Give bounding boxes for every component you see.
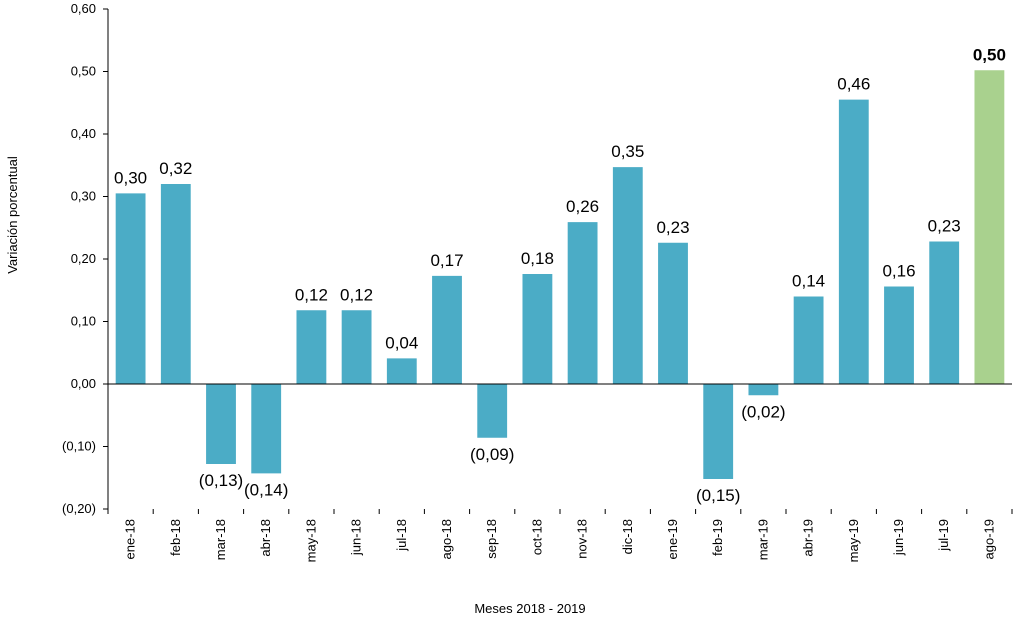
x-tick-label: abr-19 xyxy=(801,519,816,557)
y-axis-title: Variación porcentual xyxy=(5,156,20,274)
data-label-sep-18: (0,09) xyxy=(470,445,514,464)
bar-ene-18 xyxy=(115,193,146,384)
x-tick-label: jul-18 xyxy=(394,519,409,552)
x-tick-label: ago-19 xyxy=(981,519,996,559)
data-label-feb-19: (0,15) xyxy=(696,486,740,505)
x-tick-label: ago-18 xyxy=(439,519,454,559)
data-label-mar-18: (0,13) xyxy=(199,471,243,490)
bar-nov-18 xyxy=(567,222,598,384)
bar-may-18 xyxy=(296,310,327,384)
bar-may-19 xyxy=(838,99,869,384)
bar-jul-19 xyxy=(929,241,960,384)
data-label-jun-18: 0,12 xyxy=(340,285,373,304)
x-tick-label: abr-18 xyxy=(258,519,273,557)
x-axis-title: Meses 2018 - 2019 xyxy=(474,601,585,616)
bar-ene-19 xyxy=(658,242,688,384)
data-label-ene-19: 0,23 xyxy=(656,218,689,237)
data-label-jul-18: 0,04 xyxy=(385,333,418,352)
x-tick-label: may-19 xyxy=(846,519,861,562)
y-tick-label: 0,30 xyxy=(71,189,96,204)
x-axis-ticks: ene-18 feb-18 mar-18 abr-18 may-18 jun-18 jul-… xyxy=(107,509,1013,562)
y-tick-label: 0,50 xyxy=(71,64,96,79)
y-tick-label: 0,40 xyxy=(71,126,96,141)
data-label-dic-18: 0,35 xyxy=(611,142,644,161)
x-tick-label: ene-18 xyxy=(123,519,138,559)
x-tick-label: jun-18 xyxy=(349,519,364,556)
data-label-abr-18: (0,14) xyxy=(244,480,288,499)
y-tick-label: 0,10 xyxy=(71,314,96,329)
bar-oct-18 xyxy=(522,274,553,384)
bar-ago-19 xyxy=(974,70,1005,384)
bar-abr-18 xyxy=(251,384,282,474)
x-tick-label: feb-19 xyxy=(710,519,725,556)
bar-ago-18 xyxy=(432,275,462,384)
y-tick-label: 0,60 xyxy=(71,1,96,16)
data-label-ago-19: 0,50 xyxy=(973,45,1006,64)
data-label-may-18: 0,12 xyxy=(295,285,328,304)
y-axis-ticks: 0,60 0,50 0,40 0,30 0,20 0,10 0,00 (0,10) (0,20) xyxy=(62,1,108,516)
data-label-jun-19: 0,16 xyxy=(882,262,915,281)
bar-feb-18 xyxy=(160,184,191,384)
data-label-feb-18: 0,32 xyxy=(159,159,192,178)
bar-sep-18 xyxy=(477,384,508,438)
bar-jul-18 xyxy=(386,358,417,384)
y-tick-label: (0,10) xyxy=(62,439,96,454)
y-tick-label: 0,00 xyxy=(71,376,96,391)
data-label-oct-18: 0,18 xyxy=(521,249,554,268)
bar-dic-18 xyxy=(612,167,643,384)
bars xyxy=(115,70,1005,479)
bar-jun-19 xyxy=(884,286,914,384)
data-label-abr-19: 0,14 xyxy=(792,272,825,291)
x-tick-label: jul-19 xyxy=(936,519,951,552)
x-tick-label: nov-18 xyxy=(575,519,590,559)
y-tick-label: 0,20 xyxy=(71,251,96,266)
x-tick-label: may-18 xyxy=(303,519,318,562)
bar-abr-19 xyxy=(793,296,824,384)
x-tick-label: oct-18 xyxy=(529,519,544,555)
y-tick-label: (0,20) xyxy=(62,501,96,516)
data-label-jul-19: 0,23 xyxy=(928,217,961,236)
x-tick-label: ene-19 xyxy=(665,519,680,559)
bar-mar-18 xyxy=(206,384,236,464)
data-label-nov-18: 0,26 xyxy=(566,197,599,216)
x-tick-label: dic-18 xyxy=(620,519,635,554)
x-tick-label: mar-19 xyxy=(755,519,770,560)
data-label-may-19: 0,46 xyxy=(837,75,870,94)
x-tick-label: sep-18 xyxy=(484,519,499,559)
data-label-ene-18: 0,30 xyxy=(114,168,147,187)
bar-mar-19 xyxy=(748,384,779,396)
bar-jun-18 xyxy=(341,310,372,384)
data-labels: 0,30 0,32 (0,13) (0,14) 0,12 0,12 0,04 0,17 (0,0… xyxy=(114,45,1006,505)
x-tick-label: jun-19 xyxy=(891,519,906,556)
bar-feb-19 xyxy=(703,384,734,479)
data-label-ago-18: 0,17 xyxy=(430,251,463,270)
x-tick-label: mar-18 xyxy=(213,519,228,560)
data-label-mar-19: (0,02) xyxy=(741,402,785,421)
x-tick-label: feb-18 xyxy=(168,519,183,556)
